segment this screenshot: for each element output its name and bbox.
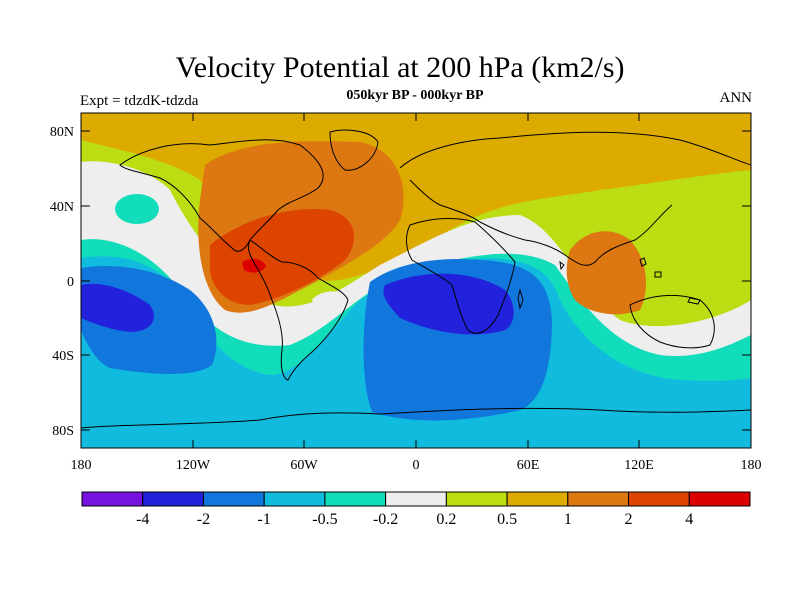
colorbar-label: -4	[136, 511, 149, 528]
colorbar-label: -1	[258, 511, 271, 528]
colorbar-swatch	[385, 491, 447, 507]
colorbar-label: 2	[625, 511, 633, 528]
colorbar-swatch	[628, 491, 690, 507]
lon-label-60w: 60W	[290, 458, 318, 473]
colorbar-swatch	[81, 491, 144, 507]
contour-field	[81, 113, 751, 448]
lat-label-0: 0	[67, 275, 74, 290]
colorbar-swatch	[506, 491, 569, 507]
colorbar-swatch	[567, 491, 630, 507]
colorbar-swatch	[445, 491, 508, 507]
colorbar-label: 0.2	[436, 511, 456, 528]
colorbar-swatch	[142, 491, 204, 507]
lat-label-40n: 40N	[50, 200, 74, 215]
colorbar: -4 -2 -1 -0.5 -0.2 0.2 0.5 1 2 4	[81, 491, 751, 528]
colorbar-label: -2	[197, 511, 210, 528]
lon-label-60e: 60E	[517, 458, 540, 473]
colorbar-swatch	[324, 491, 387, 507]
colorbar-swatch	[688, 491, 751, 507]
lon-label-120e: 120E	[624, 458, 654, 473]
colorbar-label: 1	[564, 511, 572, 528]
lon-label-120w: 120W	[176, 458, 211, 473]
lon-label-180w: 180	[71, 458, 92, 473]
experiment-label: Expt = tdzdK-tdzda	[80, 93, 199, 109]
lon-label-180e: 180	[741, 458, 762, 473]
colorbar-label: -0.2	[373, 511, 398, 528]
lat-label-80n: 80N	[50, 125, 74, 140]
colorbar-label: 4	[685, 511, 693, 528]
lon-label-0: 0	[413, 458, 420, 473]
colorbar-swatch	[263, 491, 326, 507]
colorbar-label: 0.5	[497, 511, 517, 528]
lat-label-80s: 80S	[52, 424, 74, 439]
season-label: ANN	[719, 90, 753, 106]
colorbar-swatch	[202, 491, 265, 507]
lat-label-40s: 40S	[52, 349, 74, 364]
colorbar-label: -0.5	[312, 511, 337, 528]
coastlines	[81, 129, 751, 429]
map-subtitle: 050kyr BP - 000kyr BP	[346, 88, 484, 103]
map-title: Velocity Potential at 200 hPa (km2/s)	[175, 51, 625, 84]
